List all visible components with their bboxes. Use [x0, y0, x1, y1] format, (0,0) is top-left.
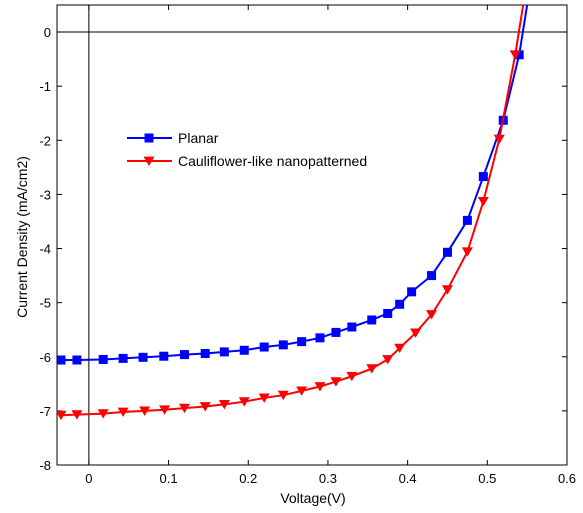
- y-tick-label: -7: [39, 404, 51, 419]
- data-point-nanopatterned: [277, 390, 289, 401]
- data-point-nanopatterned: [139, 406, 151, 416]
- data-point-nanopatterned: [394, 343, 406, 354]
- data-point-planar: [514, 50, 524, 60]
- data-point-nanopatterned: [159, 405, 171, 415]
- data-point-planar: [278, 340, 288, 350]
- data-point-nanopatterned: [346, 371, 358, 382]
- data-point-nanopatterned: [199, 402, 211, 412]
- legend-marker-planar: [144, 133, 154, 143]
- data-point-planar: [427, 271, 437, 281]
- x-tick-label: 0.5: [478, 471, 496, 486]
- y-tick-label: -8: [39, 458, 51, 473]
- y-tick-label: -2: [39, 133, 51, 148]
- data-point-planar: [331, 327, 341, 337]
- data-point-planar: [442, 247, 452, 257]
- data-point-planar: [219, 347, 229, 357]
- data-point-planar: [383, 308, 393, 318]
- data-point-planar: [200, 349, 210, 359]
- series-group: [57, 5, 529, 421]
- data-point-nanopatterned: [477, 197, 489, 207]
- data-point-planar: [367, 315, 377, 325]
- data-point-nanopatterned: [410, 328, 422, 338]
- data-point-planar: [138, 352, 148, 362]
- data-point-planar: [407, 287, 417, 297]
- x-tick-label: 0: [85, 471, 92, 486]
- data-point-nanopatterned: [330, 377, 342, 387]
- data-point-planar: [239, 345, 249, 355]
- y-tick-label: 0: [44, 25, 51, 40]
- data-point-planar: [259, 342, 269, 352]
- x-axis-label: Voltage(V): [280, 490, 345, 506]
- y-tick-label: -1: [39, 79, 51, 94]
- data-point-nanopatterned: [71, 410, 83, 420]
- data-point-planar: [72, 355, 82, 365]
- data-point-planar: [118, 353, 128, 363]
- y-tick-label: -5: [39, 296, 51, 311]
- data-point-nanopatterned: [382, 355, 394, 365]
- data-point-nanopatterned: [426, 310, 438, 320]
- data-point-planar: [395, 299, 405, 309]
- legend: Planar Cauliflower-like nanopatterned: [127, 130, 367, 169]
- data-point-nanopatterned: [441, 285, 453, 295]
- x-tick-label: 0.2: [239, 471, 257, 486]
- data-point-planar: [159, 351, 169, 361]
- data-point-nanopatterned: [296, 386, 308, 396]
- y-tick-label: -4: [39, 242, 51, 257]
- x-tick-label: 0.4: [399, 471, 417, 486]
- y-tick-label: -6: [39, 350, 51, 365]
- legend-label-planar: Planar: [178, 130, 219, 146]
- data-point-planar: [315, 333, 325, 343]
- x-tick-label: 0.6: [558, 471, 576, 486]
- data-point-planar: [347, 322, 357, 332]
- data-point-planar: [297, 337, 307, 347]
- x-tick-label: 0.3: [319, 471, 337, 486]
- data-point-planar: [180, 350, 189, 360]
- data-point-nanopatterned: [179, 403, 190, 414]
- legend-label-nanopatterned: Cauliflower-like nanopatterned: [178, 153, 367, 169]
- data-point-nanopatterned: [258, 393, 270, 403]
- data-point-nanopatterned: [117, 407, 129, 417]
- x-tick-label: 0.1: [160, 471, 178, 486]
- data-point-nanopatterned: [461, 247, 473, 257]
- data-point-nanopatterned: [493, 134, 505, 145]
- data-point-nanopatterned: [57, 410, 67, 421]
- data-point-planar: [462, 215, 472, 225]
- y-axis-label: Current Density (mA/cm2): [14, 156, 30, 318]
- legend-marker-nanopatterned: [143, 156, 155, 166]
- data-point-nanopatterned: [366, 364, 378, 374]
- data-point-planar: [98, 354, 108, 364]
- plot-frame: [56, 4, 568, 466]
- data-point-nanopatterned: [238, 397, 250, 407]
- data-point-planar: [478, 172, 488, 182]
- data-point-nanopatterned: [314, 382, 326, 392]
- data-point-nanopatterned: [97, 409, 109, 419]
- data-point-nanopatterned: [218, 399, 230, 410]
- data-point-nanopatterned: [509, 50, 521, 60]
- y-tick-label: -3: [39, 187, 51, 202]
- data-point-planar: [57, 355, 66, 365]
